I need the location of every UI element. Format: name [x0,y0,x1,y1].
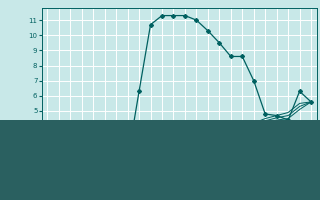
X-axis label: Humidex (Indice chaleur): Humidex (Indice chaleur) [115,178,244,187]
